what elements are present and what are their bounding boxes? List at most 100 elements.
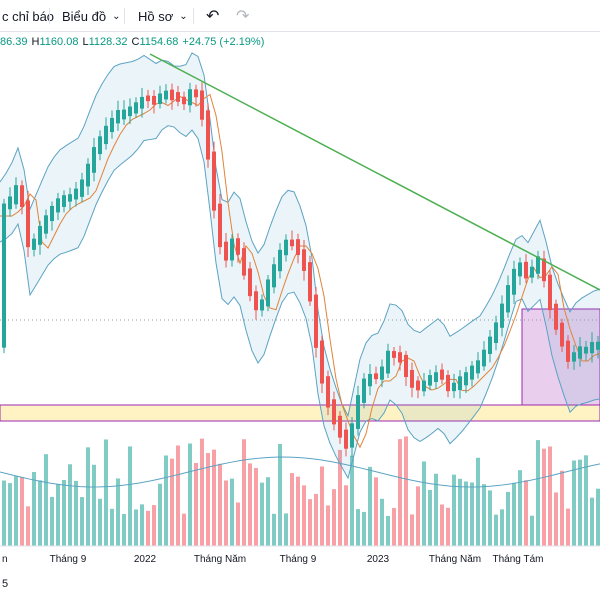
volume-bar <box>440 504 444 546</box>
volume-bar <box>140 504 144 546</box>
candle-body <box>302 249 306 271</box>
time-axis: n Tháng 9 2022 Tháng Năm Tháng 9 2023 Tháng Nă… <box>0 545 600 565</box>
volume-bar <box>548 446 552 546</box>
candle-body <box>206 110 210 160</box>
volume-bar <box>332 489 336 546</box>
volume-bar <box>404 436 408 546</box>
volume-bar <box>218 463 222 546</box>
volume-bar <box>278 443 282 546</box>
candle-body <box>224 241 228 261</box>
candle-body <box>218 203 222 248</box>
ohlc-legend: 86.39 H1160.08 L1128.32 C1154.68 +24.75 … <box>0 36 264 56</box>
volume-bar <box>104 439 108 546</box>
volume-bar <box>302 485 306 546</box>
candle-body <box>212 151 216 211</box>
candle-body <box>578 346 582 359</box>
candle-body <box>326 376 330 408</box>
volume-bar <box>518 470 522 546</box>
volume-bar <box>38 480 42 546</box>
candle-body <box>452 382 456 392</box>
candle-body <box>74 188 78 200</box>
volume-bar <box>224 480 228 546</box>
candle-body <box>266 279 270 307</box>
candle-body <box>590 342 594 354</box>
volume-bar <box>446 507 450 546</box>
volume-bar <box>320 466 324 546</box>
candle-body <box>350 423 354 448</box>
volume-bar <box>392 508 396 546</box>
volume-bar <box>308 499 312 546</box>
redo-button[interactable]: ↷ <box>236 0 249 32</box>
ohlc-close: 1154.68 <box>139 36 179 48</box>
candle-body <box>404 354 408 378</box>
candle-body <box>170 89 174 101</box>
indicators-button[interactable]: c chỉ báo <box>2 0 54 32</box>
volume-bar <box>314 493 318 546</box>
volume-bar <box>152 505 156 546</box>
candle-body <box>86 163 90 187</box>
volume-bar <box>212 449 216 546</box>
candle-body <box>386 350 390 374</box>
volume-bar <box>572 460 576 546</box>
undo-icon: ↶ <box>206 8 220 25</box>
candle-body <box>338 415 342 438</box>
candle-body <box>128 106 132 117</box>
candle-body <box>158 93 162 105</box>
volume-bar <box>416 486 420 546</box>
volume-bars <box>0 436 600 546</box>
candle-body <box>440 369 444 380</box>
candle-body <box>200 90 204 120</box>
ohlc-open: 86.39 <box>0 36 28 48</box>
candle-body <box>428 375 432 386</box>
volume-bar <box>464 481 468 546</box>
candle-body <box>122 109 126 120</box>
indicators-label: c chỉ báo <box>2 8 55 24</box>
volume-bar <box>290 473 294 546</box>
candle-body <box>536 256 540 274</box>
volume-bar <box>2 480 6 546</box>
volume-bar <box>14 476 18 546</box>
candle-body <box>554 303 558 330</box>
volume-bar <box>428 489 432 546</box>
volume-bar <box>452 474 456 546</box>
candle-body <box>92 147 96 173</box>
candle-body <box>32 238 36 250</box>
candle-body <box>284 239 288 256</box>
bottom-calendar-label[interactable]: 5 <box>2 578 9 590</box>
candle-body <box>140 96 144 109</box>
volume-bar <box>134 509 138 546</box>
candle-body <box>296 239 300 256</box>
volume-bar <box>536 440 540 546</box>
undo-button[interactable]: ↶ <box>206 0 219 32</box>
volume-bar <box>512 482 516 546</box>
volume-bar <box>380 498 384 546</box>
candle-body <box>422 380 426 392</box>
volume-bar <box>68 464 72 546</box>
volume-bar <box>176 445 180 546</box>
bollinger-fill <box>0 52 600 479</box>
candle-body <box>50 205 54 222</box>
chart-lines <box>149 53 600 291</box>
candle-body <box>524 261 528 279</box>
candle-body <box>116 110 120 124</box>
volume-bar <box>242 439 246 546</box>
price-chart[interactable]: n Tháng 9 2022 Tháng Năm Tháng 9 2023 Tháng Nă… <box>0 32 600 578</box>
volume-bar <box>236 502 240 546</box>
candle-body <box>38 225 42 245</box>
support-zone <box>0 404 600 422</box>
volume-bar <box>266 477 270 546</box>
bollinger-upper <box>0 52 600 418</box>
volume-bar <box>260 482 264 546</box>
candle-body <box>332 399 336 425</box>
candle-body <box>500 303 504 328</box>
candle-body <box>464 372 468 386</box>
profile-button[interactable]: Hồ sơ ⌄ <box>138 0 188 32</box>
volume-bar <box>284 513 288 546</box>
candle-body <box>476 360 480 374</box>
candle-body <box>56 198 60 213</box>
volume-bar <box>206 453 210 546</box>
chart-type-button[interactable]: Biểu đồ ⌄ <box>62 0 120 32</box>
volume-bar <box>110 508 114 546</box>
candle-body <box>512 268 516 295</box>
volume-bar <box>566 508 570 546</box>
